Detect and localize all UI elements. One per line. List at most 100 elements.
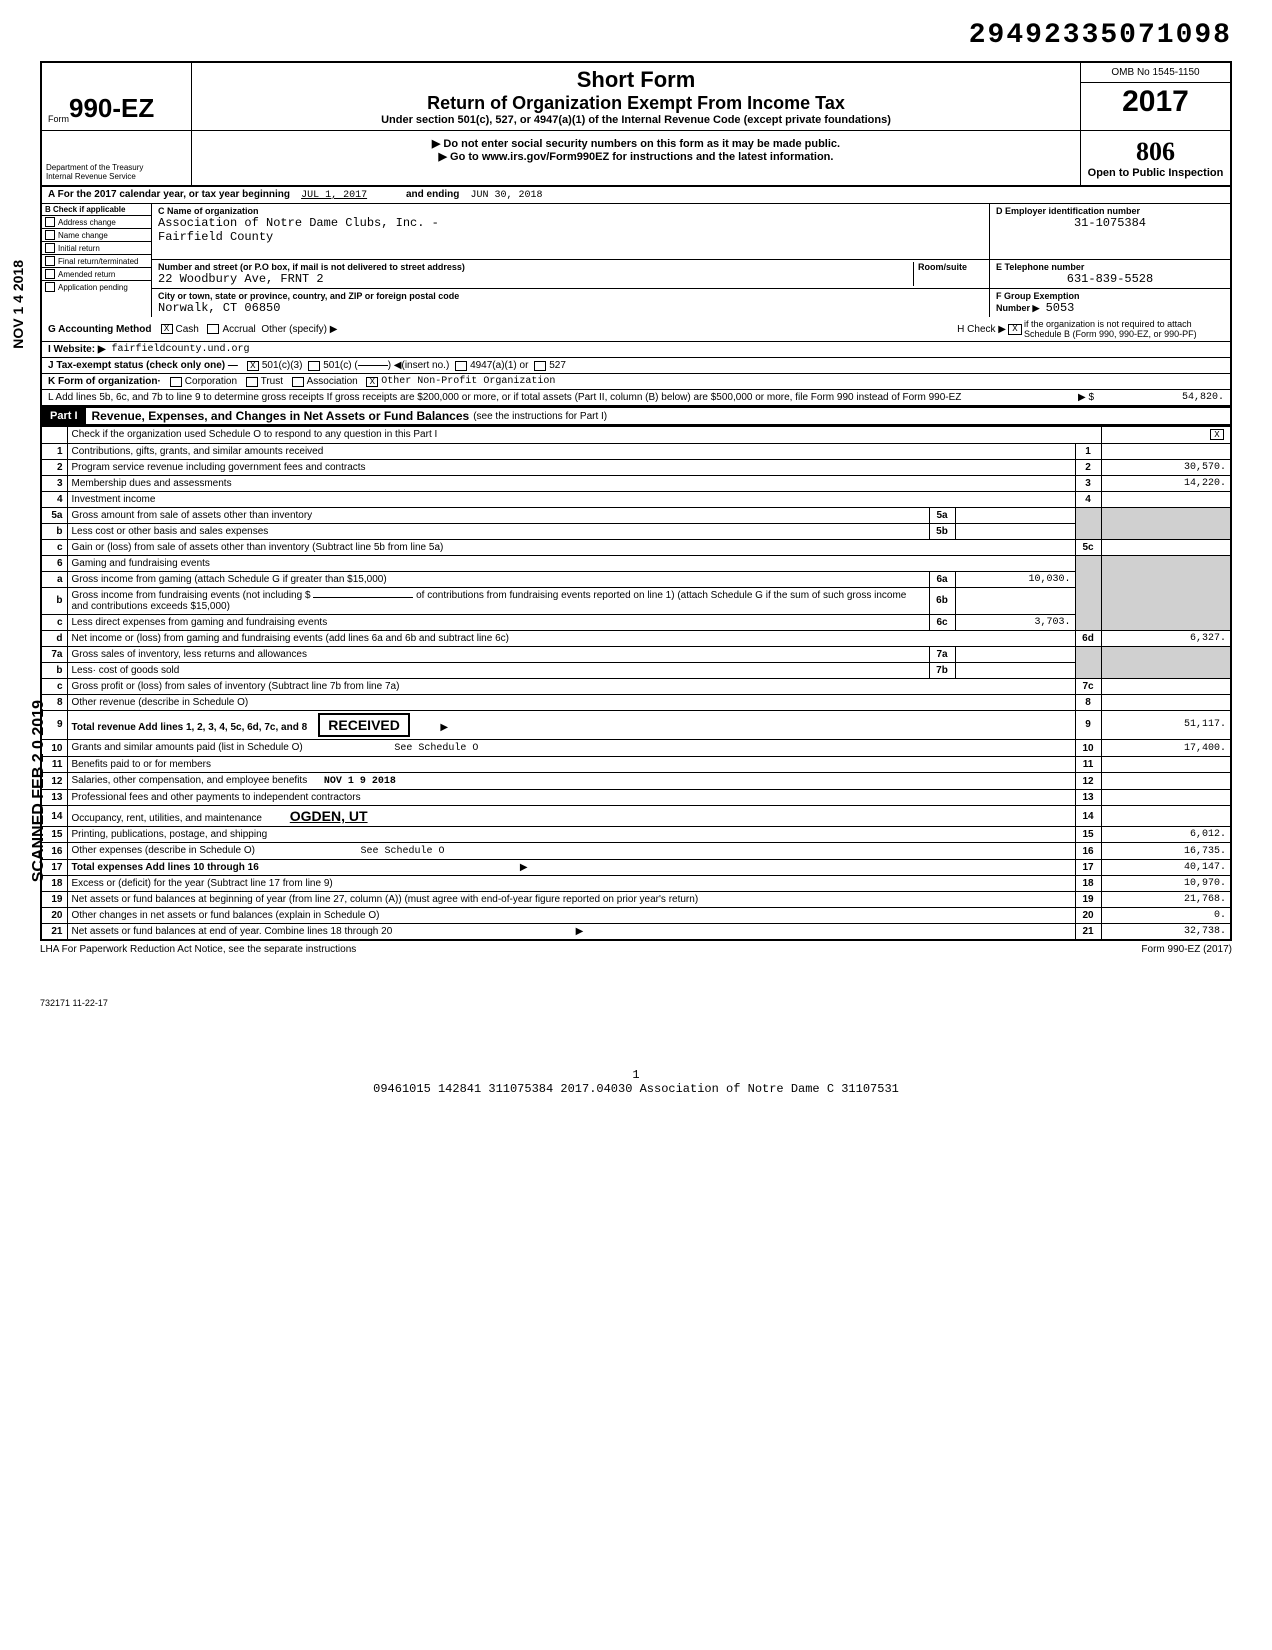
line4-desc: Investment income [67, 491, 1075, 507]
group-num-label: Number ▶ [996, 303, 1039, 313]
small-code: 732171 11-22-17 [40, 998, 1232, 1008]
col-b-header: B Check if applicable [42, 204, 151, 216]
chk-accrual[interactable] [207, 324, 219, 334]
chk-trust[interactable] [246, 377, 258, 387]
chk-schedule-o[interactable]: X [1210, 429, 1224, 440]
addr-label: Number and street (or P.O box, if mail i… [158, 262, 913, 272]
org-name-2: Fairfield County [158, 230, 983, 244]
chk-assoc[interactable] [292, 377, 304, 387]
document-locator-number: 29492335071098 [40, 20, 1232, 51]
omb-year-cell: OMB No 1545-1150 2017 [1080, 63, 1230, 130]
chk-501c3[interactable]: X [247, 361, 259, 371]
col-c-name-address: C Name of organization Association of No… [152, 204, 990, 317]
instructions-cell: ▶ Do not enter social security numbers o… [192, 131, 1080, 185]
line6a-val: 10,030. [955, 571, 1075, 587]
chk-schedule-b[interactable]: X [1008, 324, 1022, 335]
postmark-date-vertical: NOV 1 4 2018 [10, 260, 26, 349]
short-form-title: Short Form [200, 67, 1072, 93]
row-l-gross: L Add lines 5b, 6c, and 7b to line 9 to … [42, 390, 1230, 405]
chk-527[interactable] [534, 361, 546, 371]
row-j-label: J Tax-exempt status (check only one) — [48, 360, 238, 371]
line10-desc: Grants and similar amounts paid (list in… [67, 740, 1075, 757]
stamp-location: OGDEN, UT [290, 808, 368, 824]
insert-no: ) ◀(insert no.) [388, 360, 450, 371]
line6d-desc: Net income or (loss) from gaming and fun… [67, 630, 1075, 646]
name-label: C Name of organization [158, 206, 983, 216]
city-block: City or town, state or province, country… [152, 289, 989, 317]
scanned-vertical: SCANNED FEB 2 0 2019 [30, 700, 48, 882]
row-k-form-org: K Form of organization· Corporation Trus… [42, 374, 1230, 390]
line20-val: 0. [1101, 908, 1231, 924]
entity-info-block: A For the 2017 calendar year, or tax yea… [40, 187, 1232, 407]
form-prefix: Form [48, 114, 69, 124]
row-j-tax-exempt: J Tax-exempt status (check only one) — X… [42, 358, 1230, 374]
line15-desc: Printing, publications, postage, and shi… [67, 827, 1075, 843]
website-value: fairfieldcounty.und.org [112, 344, 250, 355]
footer-bottom: 09461015 142841 311075384 2017.04030 Ass… [40, 1082, 1232, 1096]
open-to-public: Open to Public Inspection [1087, 167, 1224, 179]
and-ending: and ending [406, 189, 459, 200]
line2-desc: Program service revenue including govern… [67, 459, 1075, 475]
line6d-val: 6,327. [1101, 630, 1231, 646]
row-g-label: G Accounting Method [48, 324, 152, 335]
chk-amended-return[interactable]: Amended return [42, 268, 151, 281]
line3-val: 14,220. [1101, 475, 1231, 491]
open-inspection-cell: 806 Open to Public Inspection [1080, 131, 1230, 185]
ssn-note: ▶ Do not enter social security numbers o… [198, 137, 1074, 150]
chk-other-org[interactable]: X [366, 377, 378, 387]
org-name-block: C Name of organization Association of No… [152, 204, 989, 260]
irs-label: Internal Revenue Service [46, 172, 187, 181]
form-header: Form 990-EZ Short Form Return of Organiz… [40, 61, 1232, 130]
handwritten-number: 806 [1136, 137, 1175, 166]
page-number: 1 [40, 1068, 1232, 1082]
line4-val [1101, 491, 1231, 507]
chk-initial-return[interactable]: Initial return [42, 242, 151, 255]
return-title: Return of Organization Exempt From Incom… [200, 93, 1072, 114]
lha-text: LHA For Paperwork Reduction Act Notice, … [40, 944, 356, 955]
line6c-desc: Less direct expenses from gaming and fun… [67, 614, 929, 630]
form-footer: Form 990-EZ (2017) [1141, 944, 1232, 955]
line6-desc: Gaming and fundraising events [67, 555, 1075, 571]
received-stamp: RECEIVED [318, 713, 410, 738]
chk-501c[interactable] [308, 361, 320, 371]
row-l-arrow: ▶ $ [1078, 392, 1094, 403]
line17-desc: Total expenses Add lines 10 through 16 ▶ [67, 860, 1075, 876]
line11-desc: Benefits paid to or for members [67, 757, 1075, 773]
h-label: H Check ▶ [957, 324, 1006, 335]
col-d-ids: D Employer identification number 31-1075… [990, 204, 1230, 317]
chk-corp[interactable] [170, 377, 182, 387]
other-org-text: Other Non-Profit Organization [381, 376, 555, 387]
other-specify: Other (specify) ▶ [261, 324, 337, 335]
line17-val: 40,147. [1101, 860, 1231, 876]
chk-4947[interactable] [455, 361, 467, 371]
addr-value: 22 Woodbury Ave, FRNT 2 [158, 272, 913, 286]
line16-desc: Other expenses (describe in Schedule O) … [67, 843, 1075, 860]
line13-desc: Professional fees and other payments to … [67, 790, 1075, 806]
row-l-text: L Add lines 5b, 6c, and 7b to line 9 to … [48, 392, 1078, 403]
line6c-val: 3,703. [955, 614, 1075, 630]
address-block: Number and street (or P.O box, if mail i… [152, 260, 989, 289]
line9-desc: Total revenue Add lines 1, 2, 3, 4, 5c, … [67, 710, 1075, 740]
chk-name-change[interactable]: Name change [42, 229, 151, 242]
form-subheader: Department of the Treasury Internal Reve… [40, 130, 1232, 187]
chk-final-return[interactable]: Final return/terminated [42, 255, 151, 268]
line16-val: 16,735. [1101, 843, 1231, 860]
form-number-cell: Form 990-EZ [42, 63, 192, 130]
row-k-label: K Form of organization· [48, 376, 161, 387]
line6a-desc: Gross income from gaming (attach Schedul… [67, 571, 929, 587]
part1-table: Check if the organization used Schedule … [40, 426, 1232, 941]
line10-val: 17,400. [1101, 740, 1231, 757]
row-g-accounting: G Accounting Method XCash Accrual Other … [42, 317, 1230, 342]
part1-header-row: Part I Revenue, Expenses, and Changes in… [40, 407, 1232, 426]
chk-application-pending[interactable]: Application pending [42, 281, 151, 293]
omb-number: OMB No 1545-1150 [1081, 63, 1230, 83]
line21-desc: Net assets or fund balances at end of ye… [67, 924, 1075, 941]
chk-cash[interactable]: X [161, 324, 173, 334]
tel-block: E Telephone number 631-839-5528 [990, 260, 1230, 289]
chk-address-change[interactable]: Address change [42, 216, 151, 229]
line8-desc: Other revenue (describe in Schedule O) [67, 694, 1075, 710]
line5a-desc: Gross amount from sale of assets other t… [67, 507, 929, 523]
line5c-desc: Gain or (loss) from sale of assets other… [67, 539, 1075, 555]
form-title-cell: Short Form Return of Organization Exempt… [192, 63, 1080, 130]
page-footer: 1 09461015 142841 311075384 2017.04030 A… [40, 1068, 1232, 1096]
